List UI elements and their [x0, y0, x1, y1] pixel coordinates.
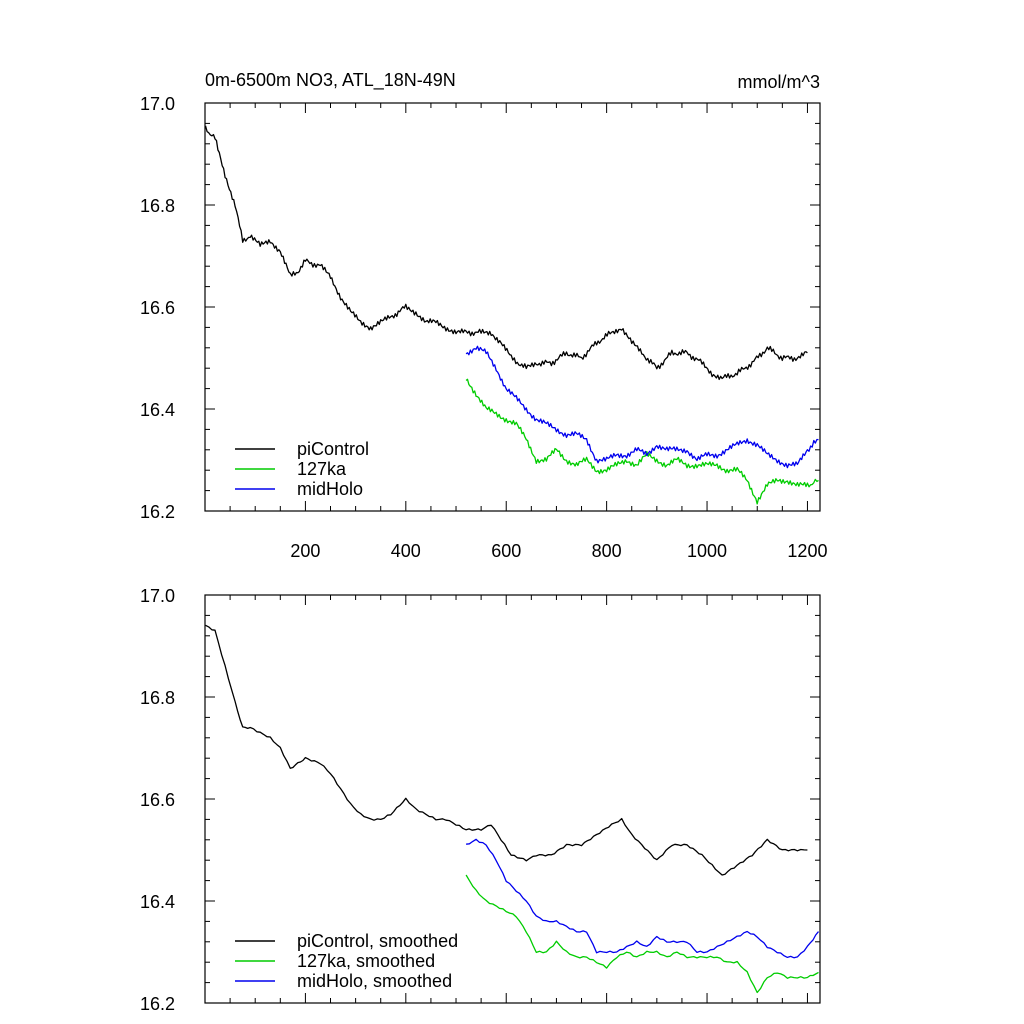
y-tick-label: 16.2	[140, 994, 175, 1014]
units-label: mmol/m^3	[738, 72, 820, 92]
bottom-panel: 17.0 16.8 16.6 16.4 16.2 piControl, smoothed…	[140, 586, 821, 1014]
legend-label: piControl	[297, 439, 369, 459]
x-tick-label: 600	[491, 541, 521, 561]
series-layer	[205, 624, 820, 994]
legend-label: midHolo, smoothed	[297, 971, 452, 991]
series-line-midholo-smoothed	[466, 838, 820, 959]
x-tick-label: 1000	[687, 541, 727, 561]
chart-title: 0m-6500m NO3, ATL_18N-49N	[205, 70, 456, 91]
axis-ticks: 17.0 16.8 16.6 16.4 16.2	[140, 586, 820, 1014]
y-tick-label: 16.8	[140, 196, 175, 216]
top-panel: 0m-6500m NO3, ATL_18N-49N mmol/m^3 17.01…	[140, 70, 828, 561]
series-line-midholo	[465, 345, 819, 469]
series-line-picontrol-smoothed	[205, 624, 808, 876]
x-tick-label: 800	[592, 541, 622, 561]
legend-label: 127ka	[297, 459, 347, 479]
axis-ticks: 17.0 16.8 16.6 16.4 16.2 200 400 600 800 1000 1200	[140, 94, 828, 561]
x-tick-label: 1200	[787, 541, 827, 561]
x-tick-label: 400	[391, 541, 421, 561]
series-layer	[204, 125, 819, 505]
y-tick-label: 16.4	[140, 892, 175, 912]
legend-label: 127ka, smoothed	[297, 951, 435, 971]
series-line-127ka-smoothed	[465, 874, 819, 994]
series-line-picontrol	[204, 125, 808, 381]
x-tick-label: 200	[290, 541, 320, 561]
y-tick-label: 17.0	[140, 94, 175, 114]
y-tick-label: 16.4	[140, 400, 175, 420]
y-tick-label: 17.0	[140, 586, 175, 606]
y-tick-label: 16.2	[140, 502, 175, 522]
legend-label: piControl, smoothed	[297, 931, 458, 951]
y-tick-label: 16.8	[140, 688, 175, 708]
legend-label: midHolo	[297, 479, 363, 499]
y-tick-label: 16.6	[140, 790, 175, 810]
y-tick-label: 16.6	[140, 298, 175, 318]
series-line-127ka	[465, 378, 819, 505]
